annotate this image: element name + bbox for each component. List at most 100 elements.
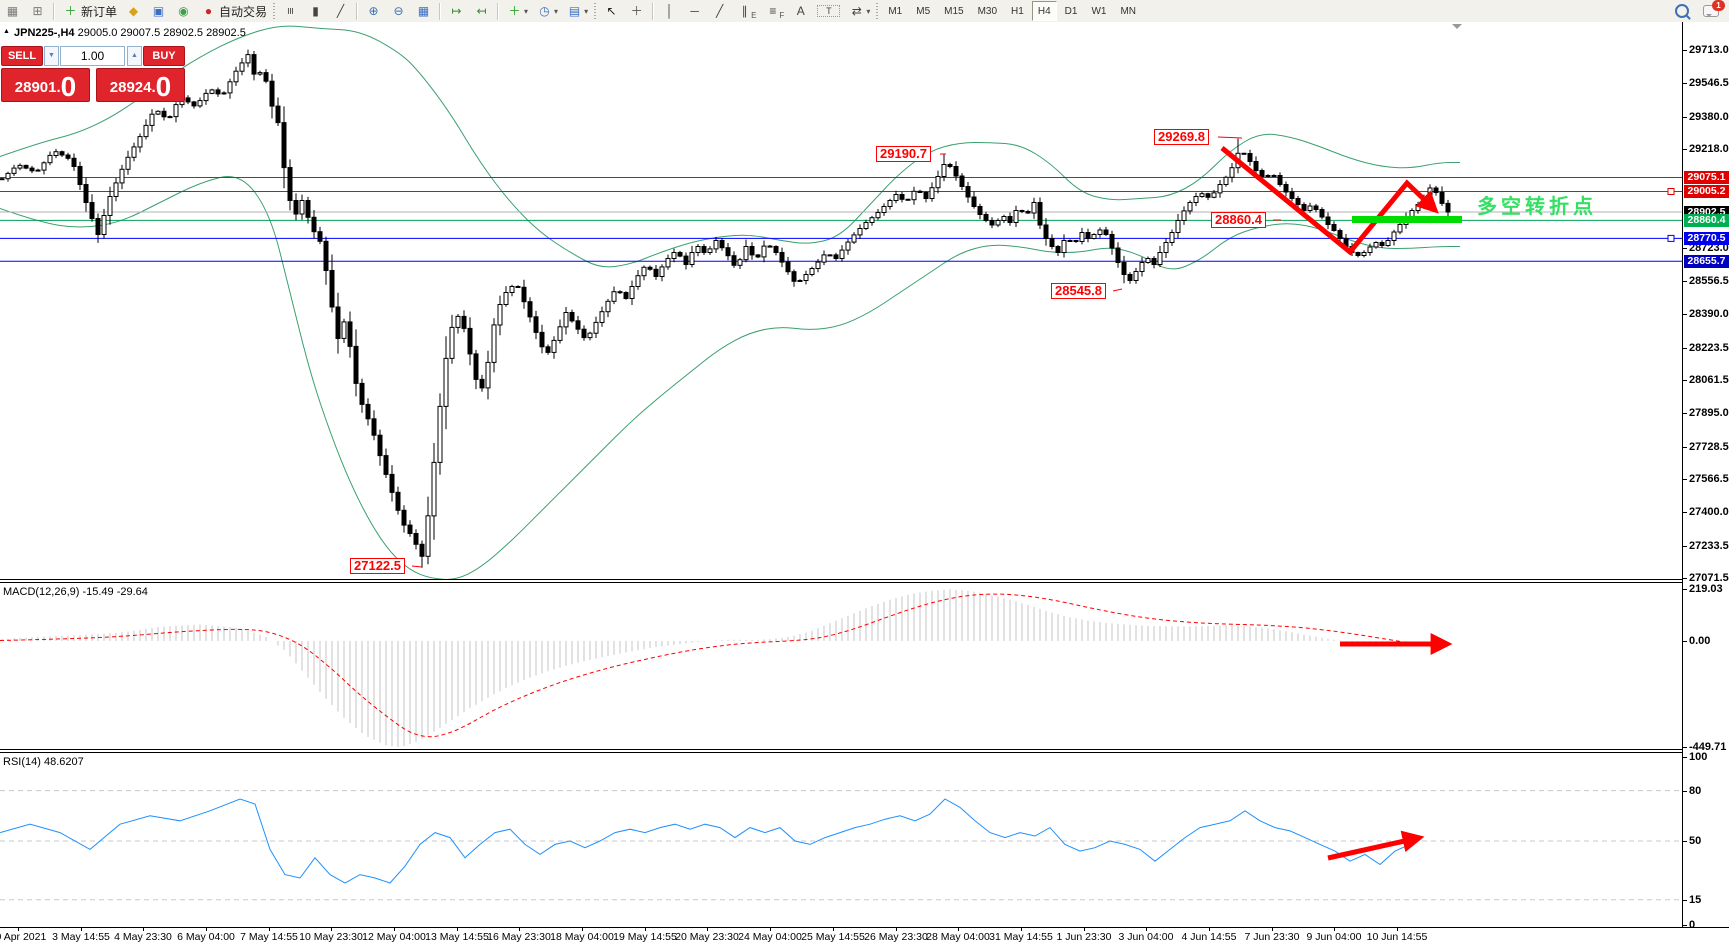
periods-button[interactable]: ◷ ▾ [533, 1, 561, 21]
price-scale[interactable]: 29713.0 29546.5 29380.0 29218.0 28723.0 28556… [1682, 22, 1729, 931]
time-tick [1021, 928, 1022, 931]
trendline-icon: ╱ [715, 4, 724, 18]
price-callout-label[interactable]: 28545.8 [1051, 283, 1106, 299]
time-label: 25 May 14:55 [801, 931, 865, 943]
axis-tick [1683, 841, 1687, 842]
toolbar-right: 1 [1675, 0, 1729, 20]
indicators-button[interactable]: ＋ ▾ [503, 1, 531, 21]
vertical-line-button[interactable]: │ [658, 1, 681, 21]
time-tick [206, 928, 207, 931]
bull-bear-turning-point-note[interactable]: 多空转折点 [1477, 196, 1597, 218]
rsi-axis-label: 0 [1689, 919, 1696, 931]
price-tick-label: 29546.5 [1689, 77, 1729, 89]
timeframe-d1[interactable]: D1 [1064, 5, 1078, 17]
price-callout-label[interactable]: 28860.4 [1211, 212, 1266, 228]
volume-down-stepper[interactable]: ▼ [44, 46, 59, 66]
toolbar-separator [356, 2, 359, 20]
price-tick-label: 28223.5 [1689, 342, 1729, 354]
rsi-pane[interactable] [0, 753, 1682, 927]
price-callout-label[interactable]: 29190.7 [876, 146, 931, 162]
timeframe-m15[interactable]: M15 [944, 5, 964, 17]
horizontal-line-button[interactable]: ─ [683, 1, 706, 21]
templates-button[interactable]: ▤ ▾ [563, 1, 591, 21]
macd-axis-label: -449.71 [1689, 741, 1727, 753]
chat-icon[interactable]: 1 [1703, 0, 1725, 17]
new-order-button[interactable]: ＋ 新订单 [59, 1, 120, 21]
metaeditor-button[interactable]: ◆ [122, 1, 145, 21]
profiles-button[interactable]: ⊞ [26, 1, 49, 21]
collapse-quote-panel-icon[interactable]: ▲ [3, 28, 10, 35]
sell-price-box[interactable]: 28901. 0 [1, 68, 90, 102]
macd-pane[interactable] [0, 583, 1682, 749]
price-callout-label[interactable]: 29269.8 [1154, 129, 1209, 145]
timeframe-m30[interactable]: M30 [977, 5, 998, 17]
toolbar-separator [439, 2, 442, 20]
price-pane[interactable] [0, 22, 1729, 580]
timeframe-mn[interactable]: MN [1120, 5, 1136, 17]
trendline-button[interactable]: ╱ [708, 1, 731, 21]
volume-up-stepper[interactable]: ▲ [127, 46, 142, 66]
cursor-button[interactable]: ↖ [600, 1, 623, 21]
indicators-icon: ＋ [508, 4, 521, 18]
time-label: 6 May 04:00 [177, 931, 235, 943]
timeframe-m1[interactable]: M1 [888, 5, 903, 17]
auto-scroll-button[interactable]: ↦ [445, 1, 468, 21]
time-tick [833, 928, 834, 931]
crosshair-button[interactable]: ＋ [625, 1, 648, 21]
buy-price-box[interactable]: 28924. 0 [96, 68, 185, 102]
macd-axis-label: 219.03 [1689, 583, 1723, 595]
zoom-out-button[interactable]: ⊖ [387, 1, 410, 21]
time-label: 10 Jun 14:55 [1366, 931, 1428, 943]
price-badge: 28655.7 [1684, 255, 1729, 268]
signals-button[interactable]: ◉ [172, 1, 195, 21]
text-label-button[interactable]: T [814, 1, 843, 21]
symbol-header: JPN225-,H4 29005.0 29007.5 28902.5 28902… [14, 27, 246, 39]
time-tick [896, 928, 897, 931]
autotrading-button[interactable]: ● 自动交易 [197, 1, 270, 21]
fibonacci-button[interactable]: ≡ F [761, 1, 787, 21]
timeframe-h4[interactable]: H4 [1031, 1, 1057, 21]
volume-input[interactable]: 1.00 [60, 46, 125, 66]
axis-tick [1683, 447, 1687, 448]
axis-tick [1683, 900, 1687, 901]
toolbar-separator [497, 2, 500, 20]
new-chart-button[interactable]: ▦ [1, 1, 24, 21]
rsi-axis-label: 100 [1689, 751, 1708, 763]
time-tick [18, 928, 19, 931]
equidistant-channel-button[interactable]: ∥ E [733, 1, 759, 21]
buy-button[interactable]: BUY [143, 46, 185, 66]
line-chart-button[interactable]: ╱ [329, 1, 352, 21]
price-tick-label: 28390.0 [1689, 308, 1729, 320]
candlestick-chart-button[interactable]: ▮ [304, 1, 327, 21]
chart-shift-button[interactable]: ↤ [470, 1, 493, 21]
time-tick [1084, 928, 1085, 931]
timeframe-w1[interactable]: W1 [1091, 5, 1107, 17]
timeframe-h1[interactable]: H1 [1011, 5, 1024, 17]
text-button[interactable]: A [789, 1, 812, 21]
time-scale[interactable]: 30 Apr 2021 3 May 14:55 4 May 23:30 6 May 0… [0, 928, 1729, 944]
tile-windows-button[interactable]: ▦ [412, 1, 435, 21]
zoom-in-button[interactable]: ⊕ [362, 1, 385, 21]
price-callout-label[interactable]: 27122.5 [350, 558, 405, 574]
price-tick-label: 27233.5 [1689, 540, 1729, 552]
search-icon[interactable] [1675, 4, 1691, 20]
horizontal-line-icon: ─ [690, 4, 699, 18]
price-tick-label: 28723.0 [1689, 242, 1729, 254]
sell-button[interactable]: SELL [1, 46, 43, 66]
time-label: 13 May 14:55 [425, 931, 489, 943]
axis-tick [1683, 281, 1687, 282]
arrows-button[interactable]: ⇄ ▾ [845, 1, 873, 21]
chart-window[interactable]: 29713.0 29546.5 29380.0 29218.0 28723.0 28556… [0, 22, 1729, 944]
timeframe-m5[interactable]: M5 [916, 5, 931, 17]
macd-axis-label: 0.00 [1689, 635, 1711, 647]
market-watch-button[interactable]: ▣ [147, 1, 170, 21]
chart-shift-marker[interactable] [1452, 24, 1462, 34]
toolbar-grip [272, 3, 276, 19]
new-chart-icon: ▦ [6, 4, 19, 18]
bar-chart-button[interactable]: ≡ [279, 1, 302, 21]
price-tick-label: 27400.0 [1689, 506, 1729, 518]
axis-tick [1683, 925, 1687, 926]
time-label: 3 May 14:55 [52, 931, 110, 943]
pane-splitter-rsi[interactable] [0, 749, 1729, 753]
pane-splitter-macd[interactable] [0, 579, 1729, 583]
